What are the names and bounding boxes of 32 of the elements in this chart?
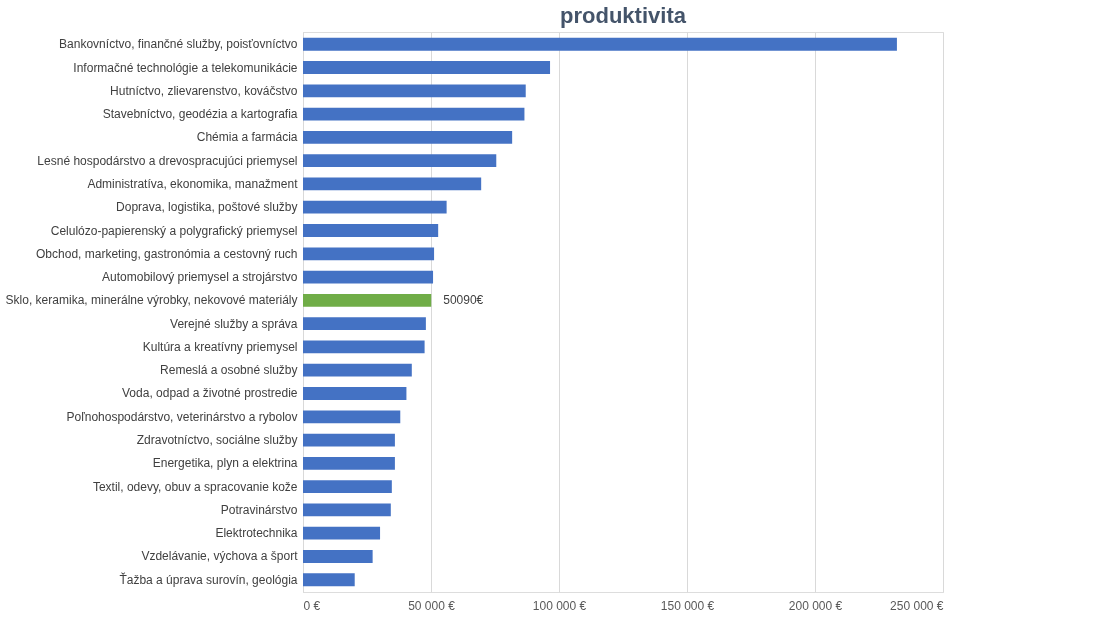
y-tick-label: Kultúra a kreatívny priemysel — [142, 339, 298, 354]
y-tick-label: Zdravotníctvo, sociálne služby — [136, 433, 298, 448]
x-tick-label: 200 000 € — [788, 598, 843, 613]
x-tick-label: 150 000 € — [660, 598, 715, 613]
chart-title: produktivita — [560, 3, 687, 28]
y-tick-label: Lesné hospodárstvo a drevospracujúci priemysel — [37, 153, 298, 168]
y-tick-label: Celulózo-papierenský a polygrafický priemysel — [50, 223, 298, 238]
y-tick-label: Stavebníctvo, geodézia a kartografia — [102, 107, 298, 122]
y-tick-label: Hutníctvo, zlievarenstvo, kováčstvo — [110, 83, 298, 98]
y-tick-label: Energetika, plyn a elektrina — [152, 456, 298, 471]
y-tick-label: Sklo, keramika, minerálne výrobky, nekovové materiály — [5, 293, 298, 308]
y-tick-label: Automobilový priemysel a strojárstvo — [102, 270, 298, 285]
y-tick-label: Doprava, logistika, poštové služby — [116, 200, 298, 215]
y-tick-label: Textil, odevy, obuv a spracovanie kože — [92, 479, 298, 494]
y-tick-label: Chémia a farmácia — [196, 130, 298, 145]
y-tick-label: Elektrotechnika — [215, 526, 298, 541]
y-tick-label: Bankovníctvo, finančné služby, poisťovníctvo — [59, 37, 298, 52]
y-tick-label: Potravinárstvo — [220, 502, 298, 517]
x-tick-label: 50 000 € — [408, 598, 456, 613]
y-tick-label: Poľnohospodárstvo, veterinárstvo a rybolov — [66, 409, 298, 424]
y-tick-label: Verejné služby a správa — [170, 316, 298, 331]
x-tick-label: 250 000 € — [890, 598, 944, 613]
x-tick-label: 0 € — [303, 598, 321, 613]
data-label: 50090€ — [443, 293, 484, 308]
y-tick-label: Vzdelávanie, výchova a šport — [141, 549, 299, 564]
x-tick-label: 100 000 € — [532, 598, 587, 613]
y-tick-label: Informačné technológie a telekomunikácie — [73, 60, 298, 75]
y-tick-label: Obchod, marketing, gastronómia a cestovný ruch — [36, 246, 298, 261]
y-tick-label: Ťažba a úprava surovín, geológia — [119, 571, 298, 587]
y-tick-label: Remeslá a osobné služby — [160, 363, 298, 378]
y-tick-label: Voda, odpad a životné prostredie — [122, 386, 298, 401]
y-tick-label: Administratíva, ekonomika, manažment — [87, 176, 299, 191]
